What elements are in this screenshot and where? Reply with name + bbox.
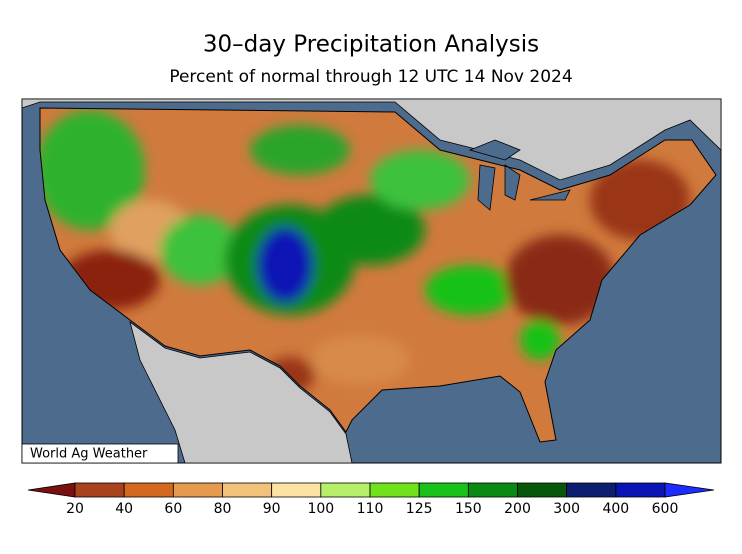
map: World Ag Weather xyxy=(21,98,722,464)
legend-label: 40 xyxy=(115,501,133,517)
legend-label: 100 xyxy=(307,501,334,517)
legend-swatch xyxy=(369,482,420,498)
canada xyxy=(21,98,722,181)
legend-label: 400 xyxy=(602,501,629,517)
title: 30–day Precipitation Analysis xyxy=(203,32,539,58)
legend-swatch xyxy=(467,482,518,498)
legend-swatch xyxy=(320,482,371,498)
great-lakes xyxy=(468,139,571,211)
us-outline xyxy=(39,107,717,443)
legend-swatch xyxy=(517,482,568,498)
legend-label: 110 xyxy=(357,501,384,517)
legend: 20 40 60 80 90 100 110 125 150 200 300 400 600 xyxy=(27,482,715,517)
legend-swatch xyxy=(566,482,617,498)
legend-swatch xyxy=(74,482,125,498)
legend-label: 200 xyxy=(504,501,531,517)
legend-label: 150 xyxy=(455,501,482,517)
legend-label: 80 xyxy=(214,501,232,517)
legend-swatch xyxy=(123,482,174,498)
legend-label: 90 xyxy=(263,501,281,517)
legend-swatch xyxy=(615,482,666,498)
legend-swatch xyxy=(222,482,273,498)
subtitle: Percent of normal through 12 UTC 14 Nov … xyxy=(169,67,572,87)
legend-label: 125 xyxy=(406,501,433,517)
legend-arrow-low xyxy=(27,482,76,498)
legend-label: 300 xyxy=(553,501,580,517)
mexico xyxy=(129,320,353,464)
credit: World Ag Weather xyxy=(30,447,148,462)
legend-swatch xyxy=(271,482,322,498)
legend-label: 20 xyxy=(66,501,84,517)
legend-arrow-high xyxy=(664,482,715,498)
legend-label: 60 xyxy=(164,501,182,517)
credit-box xyxy=(21,443,179,464)
legend-label: 600 xyxy=(652,501,679,517)
legend-swatch xyxy=(418,482,469,498)
legend-swatch xyxy=(172,482,223,498)
